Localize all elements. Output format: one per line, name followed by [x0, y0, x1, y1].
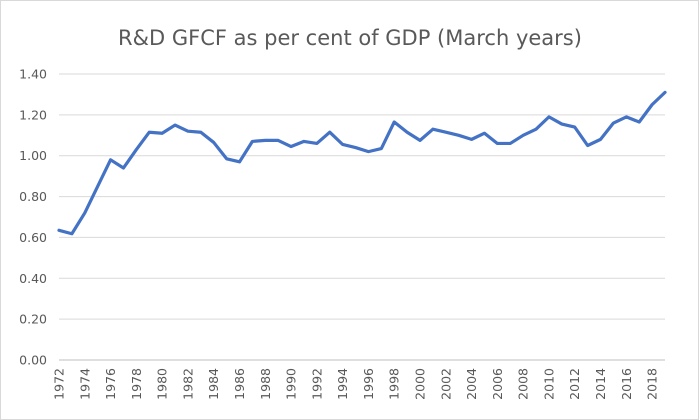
- data-point: [393, 120, 396, 124]
- gridlines: [59, 73, 665, 320]
- data-point: [148, 131, 151, 134]
- data-point: [199, 131, 203, 134]
- data-point: [650, 103, 654, 106]
- data-point: [238, 160, 241, 164]
- x-tick-label: 1976: [103, 368, 118, 400]
- data-point: [173, 123, 177, 127]
- x-tick-label: 2014: [593, 368, 608, 400]
- data-point: [160, 132, 164, 135]
- data-point: [83, 211, 86, 215]
- data-point: [251, 140, 254, 143]
- data-point: [57, 229, 61, 232]
- x-tick-label: 2000: [413, 368, 428, 400]
- data-point: [638, 120, 641, 124]
- x-tick-label: 1972: [52, 368, 67, 400]
- y-tick-label: 0.40: [19, 271, 47, 286]
- data-point: [431, 127, 435, 131]
- data-point: [599, 138, 602, 141]
- x-tick-label: 2010: [541, 368, 556, 400]
- y-tick-label: 0.00: [19, 353, 47, 368]
- data-point: [212, 141, 215, 144]
- x-tick-label: 1988: [258, 368, 273, 400]
- data-point: [328, 131, 331, 134]
- x-tick-label: 1992: [309, 368, 324, 400]
- data-point: [534, 127, 538, 131]
- data-point: [341, 143, 344, 146]
- x-tick-label: 1982: [180, 368, 195, 400]
- x-tick-label: 1980: [155, 368, 170, 400]
- x-tick-label: 1998: [387, 368, 402, 400]
- data-point: [612, 121, 615, 125]
- data-point: [663, 91, 667, 94]
- data-point: [96, 185, 99, 188]
- data-point: [315, 142, 319, 145]
- y-tick-label: 1.20: [19, 107, 47, 122]
- data-point: [547, 115, 551, 119]
- data-point: [496, 142, 499, 145]
- data-point: [418, 139, 422, 142]
- data-point: [470, 138, 473, 141]
- y-tick-label: 1.00: [19, 148, 47, 163]
- y-axis-ticks: 0.00 0.20 0.40 0.60 0.80 1.00 1.20 1.40: [19, 67, 47, 368]
- data-point: [509, 142, 512, 145]
- x-tick-label: 2012: [567, 368, 582, 400]
- x-tick-label: 1994: [335, 368, 350, 400]
- series-line: [57, 90, 667, 236]
- data-point: [444, 131, 448, 134]
- data-point: [586, 144, 589, 147]
- series-layer: [57, 90, 667, 236]
- x-axis-ticks: 1972 1974 1976 1978 1980 1982 1984 1986 1988 1990…: [52, 368, 660, 400]
- x-tick-label: 2018: [645, 368, 660, 400]
- x-tick-label: 2008: [516, 368, 531, 400]
- data-point: [367, 150, 370, 153]
- x-tick-label: 2006: [490, 368, 505, 400]
- y-tick-label: 1.40: [19, 67, 47, 82]
- data-point: [122, 166, 125, 170]
- data-point: [302, 140, 306, 143]
- data-point: [264, 139, 267, 142]
- data-point: [109, 158, 112, 161]
- y-tick-label: 0.60: [19, 230, 47, 245]
- x-tick-label: 2016: [619, 368, 634, 400]
- x-tick-label: 1978: [129, 368, 144, 400]
- data-point: [625, 115, 628, 119]
- data-point: [225, 157, 228, 160]
- data-point: [354, 146, 357, 149]
- x-tick-label: 1996: [361, 368, 376, 400]
- x-tick-label: 2004: [464, 368, 479, 400]
- data-point: [560, 122, 564, 126]
- data-point: [276, 139, 280, 142]
- data-point: [521, 134, 525, 137]
- x-tick-label: 1984: [206, 368, 221, 400]
- data-point: [135, 148, 138, 151]
- x-tick-label: 1986: [232, 368, 247, 400]
- data-point: [380, 147, 383, 150]
- data-point: [186, 130, 190, 133]
- data-point: [70, 232, 74, 235]
- data-point: [289, 145, 293, 148]
- data-point: [457, 134, 460, 137]
- chart-title: R&D GFCF as per cent of GDP (March years…: [118, 26, 582, 50]
- data-point: [405, 131, 409, 134]
- x-tick-label: 1990: [284, 368, 299, 400]
- data-point: [483, 132, 486, 135]
- y-tick-label: 0.20: [19, 312, 47, 327]
- x-tick-label: 1974: [77, 368, 92, 400]
- y-tick-label: 0.80: [19, 189, 47, 204]
- x-tick-label: 2002: [438, 368, 453, 400]
- data-point: [573, 125, 576, 129]
